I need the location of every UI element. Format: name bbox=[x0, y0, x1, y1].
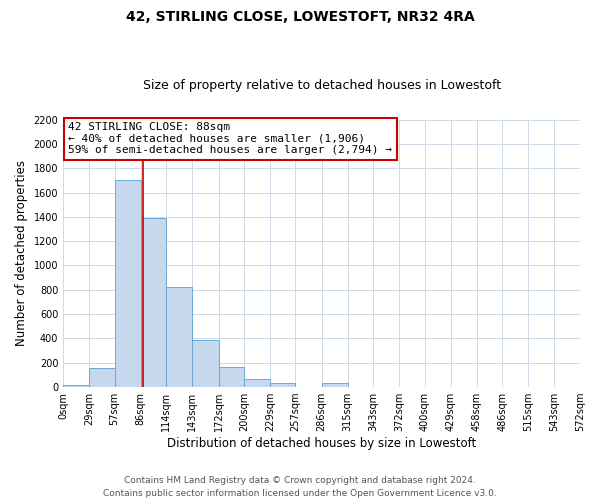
Bar bbox=[270, 384, 295, 387]
Y-axis label: Number of detached properties: Number of detached properties bbox=[15, 160, 28, 346]
Text: 42 STIRLING CLOSE: 88sqm
← 40% of detached houses are smaller (1,906)
59% of sem: 42 STIRLING CLOSE: 88sqm ← 40% of detach… bbox=[68, 122, 392, 156]
Bar bbox=[218, 367, 244, 387]
Text: 42, STIRLING CLOSE, LOWESTOFT, NR32 4RA: 42, STIRLING CLOSE, LOWESTOFT, NR32 4RA bbox=[125, 10, 475, 24]
Title: Size of property relative to detached houses in Lowestoft: Size of property relative to detached ho… bbox=[143, 79, 500, 92]
Bar bbox=[193, 340, 218, 387]
Bar bbox=[63, 386, 89, 387]
Bar bbox=[244, 379, 270, 387]
Bar bbox=[141, 218, 166, 387]
X-axis label: Distribution of detached houses by size in Lowestoft: Distribution of detached houses by size … bbox=[167, 437, 476, 450]
Bar bbox=[115, 180, 141, 387]
Bar bbox=[89, 368, 115, 387]
Bar bbox=[322, 384, 348, 387]
Text: Contains HM Land Registry data © Crown copyright and database right 2024.
Contai: Contains HM Land Registry data © Crown c… bbox=[103, 476, 497, 498]
Bar bbox=[166, 287, 193, 387]
